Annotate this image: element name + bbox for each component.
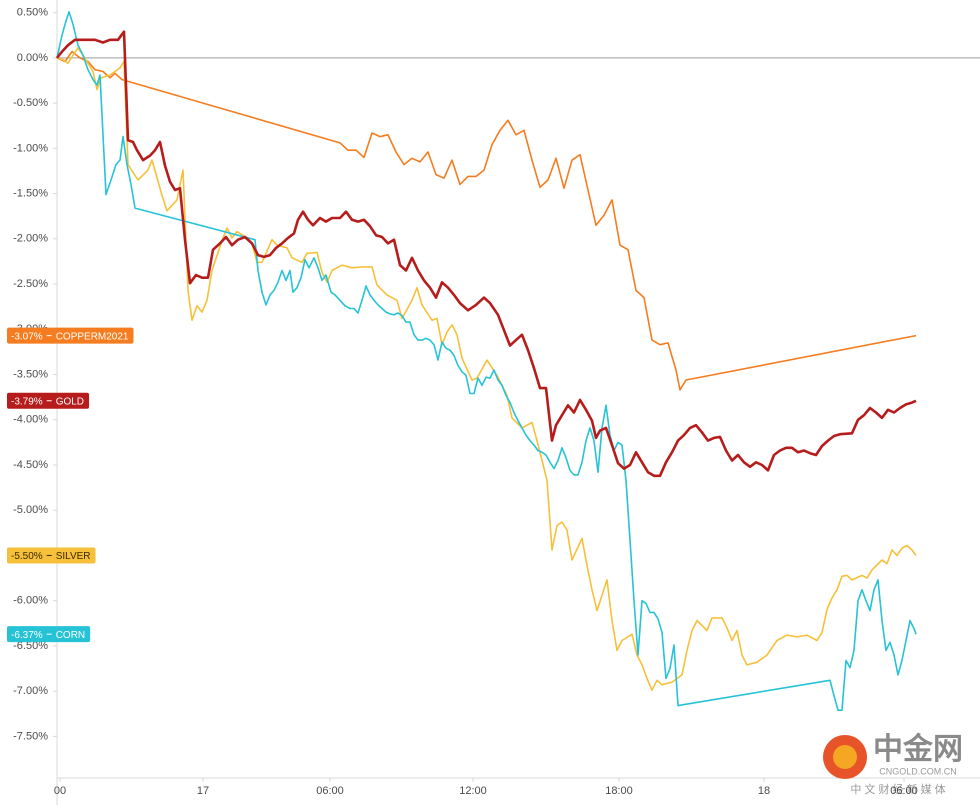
x-tick-label: 18 — [758, 785, 770, 797]
watermark-name: 中金网 — [873, 732, 963, 766]
watermark-logo-inner — [833, 745, 857, 769]
y-tick-label: -2.50% — [13, 278, 48, 290]
series-label: -3.07% COPPERM2021 — [7, 327, 134, 344]
watermark: 中金网 CNGOLD.COM.CN 中 文 财 经 新 媒 体 — [823, 732, 963, 796]
series-line — [55, 30, 917, 478]
y-tick-label: 0.00% — [17, 52, 48, 64]
series-last-value: -3.79% — [11, 396, 43, 407]
y-tick-label: -2.00% — [13, 233, 48, 245]
x-tick-label: 17 — [197, 785, 209, 797]
series-name: SILVER — [56, 551, 91, 562]
y-tick-label: -7.50% — [13, 730, 48, 742]
x-tick-label: 06:00 — [316, 785, 344, 797]
y-tick-label: 0.50% — [17, 7, 48, 19]
series-label: -3.79% GOLD — [7, 392, 90, 409]
series-name: CORN — [56, 630, 85, 641]
watermark-url: CNGOLD.COM.CN — [879, 766, 957, 776]
y-tick-label: -4.50% — [13, 459, 48, 471]
series-label-box — [7, 327, 134, 344]
x-tick-label: 12:00 — [459, 785, 487, 797]
x-tick-label: 18:00 — [605, 785, 633, 797]
x-tick-label: 06:00 — [890, 785, 918, 797]
y-tick-label: -1.00% — [13, 142, 48, 154]
y-tick-label: -1.50% — [13, 188, 48, 200]
series-last-value: -3.07% — [11, 331, 43, 342]
y-tick-label: -7.00% — [13, 685, 48, 697]
y-tick-label: -6.00% — [13, 595, 48, 607]
series-last-value: -6.37% — [11, 630, 43, 641]
y-tick-label: -0.50% — [13, 97, 48, 109]
series-last-value: -5.50% — [11, 551, 43, 562]
y-tick-label: -3.50% — [13, 368, 48, 380]
series-label: -5.50% SILVER — [7, 547, 96, 564]
y-tick-label: -6.50% — [13, 640, 48, 652]
watermark-tagline: 中 文 财 经 新 媒 体 — [850, 782, 945, 796]
series-line — [56, 11, 917, 711]
series-name: COPPERM2021 — [56, 331, 129, 342]
series-line — [56, 47, 917, 691]
series-label: -6.37% CORN — [7, 626, 91, 643]
series-line — [56, 50, 917, 391]
x-tick-label: 00 — [54, 785, 66, 797]
series-name: GOLD — [56, 396, 84, 407]
y-tick-label: -5.00% — [13, 504, 48, 516]
y-tick-label: -4.00% — [13, 414, 48, 426]
